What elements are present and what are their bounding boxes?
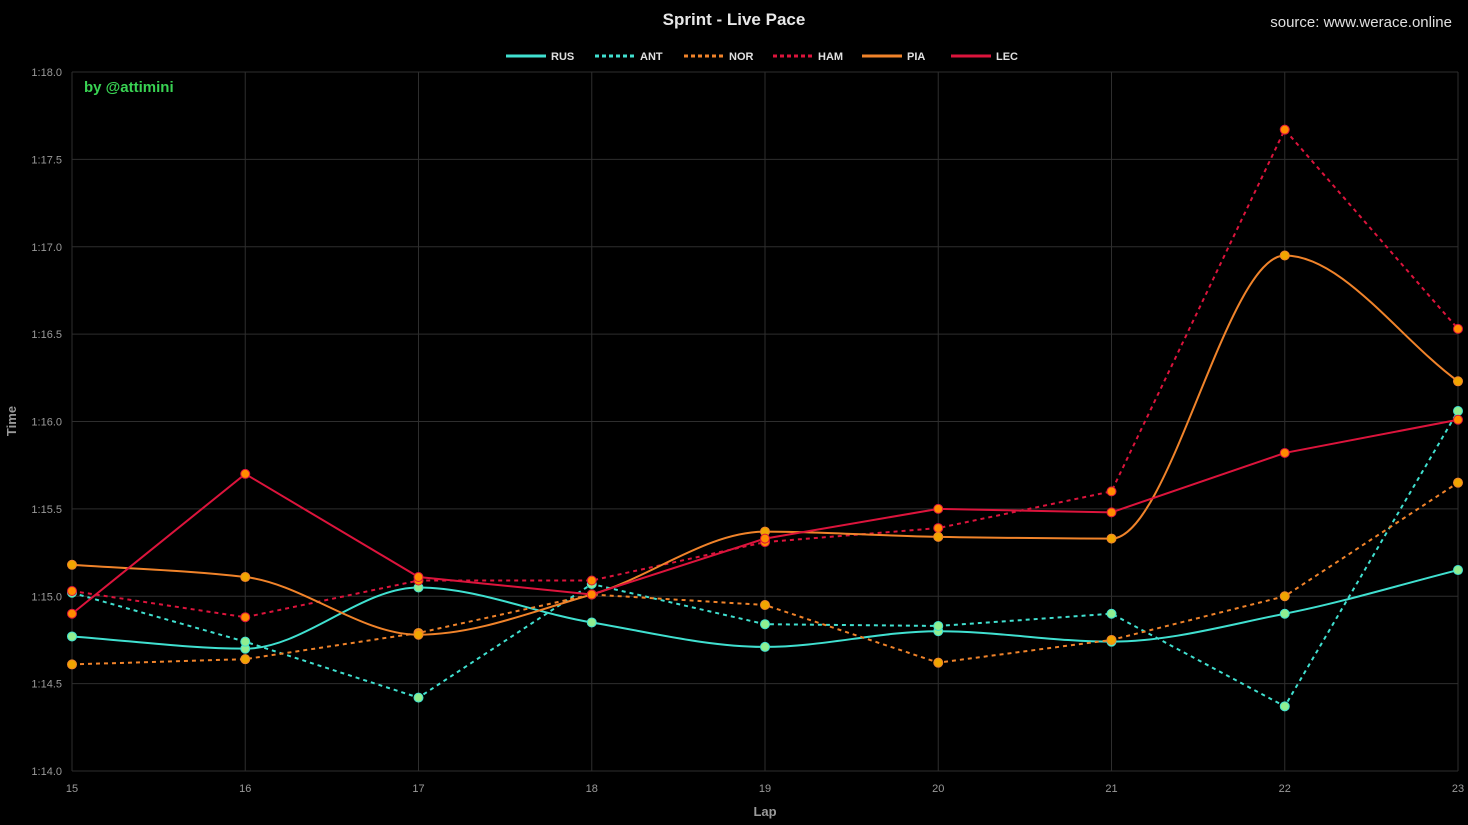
- data-point-rus[interactable]: [586, 617, 597, 628]
- data-point-ham[interactable]: [586, 575, 597, 586]
- series-line-ham: [71, 127, 1459, 619]
- series-lec: [67, 414, 1463, 619]
- data-point-pia[interactable]: [1453, 376, 1463, 387]
- data-point-ham[interactable]: [240, 612, 251, 623]
- data-point-ant[interactable]: [760, 619, 770, 630]
- x-tick-label: 16: [239, 783, 251, 795]
- x-tick-label: 17: [412, 783, 424, 795]
- data-point-ham[interactable]: [1106, 486, 1117, 497]
- data-point-ham[interactable]: [1453, 323, 1463, 334]
- y-axis-label: Time: [4, 406, 19, 436]
- legend-label: RUS: [551, 51, 574, 63]
- legend-label: HAM: [818, 51, 843, 63]
- data-point-nor[interactable]: [933, 657, 944, 668]
- chart-title: Sprint - Live Pace: [663, 10, 806, 29]
- x-tick-label: 15: [66, 783, 78, 795]
- legend-item-lec[interactable]: LEC: [951, 51, 1018, 63]
- data-point-ant[interactable]: [1106, 608, 1117, 619]
- series-line-pia: [71, 254, 1459, 636]
- data-point-rus[interactable]: [760, 641, 770, 652]
- data-point-ham[interactable]: [67, 586, 77, 597]
- data-point-ant[interactable]: [240, 636, 251, 647]
- legend: RUS ANT NOR HAM PIA LEC: [506, 51, 1018, 63]
- data-point-lec[interactable]: [933, 503, 944, 514]
- data-point-rus[interactable]: [1279, 608, 1290, 619]
- y-tick-label: 1:14.0: [31, 766, 62, 778]
- y-tick-label: 1:15.0: [31, 591, 62, 603]
- data-point-pia[interactable]: [1279, 250, 1290, 261]
- y-tick-label: 1:18.0: [31, 67, 62, 79]
- legend-item-rus[interactable]: RUS: [506, 51, 574, 63]
- grid: [71, 71, 1459, 772]
- y-tick-label: 1:14.5: [31, 679, 62, 691]
- data-point-rus[interactable]: [67, 631, 77, 642]
- data-point-ham[interactable]: [1279, 124, 1290, 135]
- data-point-ant[interactable]: [933, 620, 944, 631]
- data-point-ham[interactable]: [933, 523, 944, 534]
- legend-item-ant[interactable]: ANT: [595, 51, 663, 63]
- data-point-lec[interactable]: [413, 572, 424, 583]
- x-tick-label: 20: [932, 783, 944, 795]
- data-point-ant[interactable]: [1279, 701, 1290, 712]
- data-point-lec[interactable]: [240, 468, 251, 479]
- legend-label: ANT: [640, 51, 663, 63]
- data-point-lec[interactable]: [586, 589, 597, 600]
- data-point-lec[interactable]: [1453, 414, 1463, 425]
- series-layer: [67, 124, 1463, 712]
- legend-item-ham[interactable]: HAM: [773, 51, 843, 63]
- data-point-pia[interactable]: [413, 629, 424, 640]
- x-axis-label: Lap: [753, 804, 776, 819]
- data-point-ant[interactable]: [1453, 406, 1463, 417]
- data-point-nor[interactable]: [1279, 591, 1290, 602]
- legend-label: NOR: [729, 51, 754, 63]
- data-point-rus[interactable]: [1453, 565, 1463, 576]
- data-point-nor[interactable]: [67, 659, 77, 670]
- legend-item-pia[interactable]: PIA: [862, 51, 925, 63]
- y-tick-label: 1:16.0: [31, 417, 62, 429]
- data-point-nor[interactable]: [240, 654, 251, 665]
- data-point-ant[interactable]: [413, 692, 424, 703]
- x-tick-label: 22: [1279, 783, 1291, 795]
- data-point-lec[interactable]: [67, 608, 77, 619]
- data-point-lec[interactable]: [760, 533, 770, 544]
- data-point-nor[interactable]: [1453, 477, 1463, 488]
- y-tick-label: 1:17.5: [31, 154, 62, 166]
- data-point-pia[interactable]: [67, 559, 77, 570]
- data-point-lec[interactable]: [1106, 507, 1117, 518]
- y-tick-label: 1:15.5: [31, 504, 62, 516]
- legend-label: LEC: [996, 51, 1018, 63]
- data-point-pia[interactable]: [933, 531, 944, 542]
- data-point-pia[interactable]: [240, 572, 251, 583]
- x-tick-label: 21: [1105, 783, 1117, 795]
- x-tick-label: 23: [1452, 783, 1464, 795]
- legend-item-nor[interactable]: NOR: [684, 51, 754, 63]
- data-point-lec[interactable]: [1279, 447, 1290, 458]
- watermark: by @attimini: [84, 79, 174, 96]
- y-axis-ticks: 1:14.0 1:14.5 1:15.0 1:15.5 1:16.0 1:16.5 1:17…: [31, 67, 62, 778]
- x-axis-ticks: 15 16 17 18 19 20 21 22 23: [66, 783, 1464, 795]
- data-point-pia[interactable]: [1106, 533, 1117, 544]
- y-tick-label: 1:16.5: [31, 329, 62, 341]
- legend-label: PIA: [907, 51, 925, 63]
- x-tick-label: 19: [759, 783, 771, 795]
- y-tick-label: 1:17.0: [31, 242, 62, 254]
- data-point-nor[interactable]: [760, 599, 770, 610]
- source-label: source: www.werace.online: [1270, 14, 1452, 31]
- data-point-nor[interactable]: [1106, 634, 1117, 645]
- x-tick-label: 18: [586, 783, 598, 795]
